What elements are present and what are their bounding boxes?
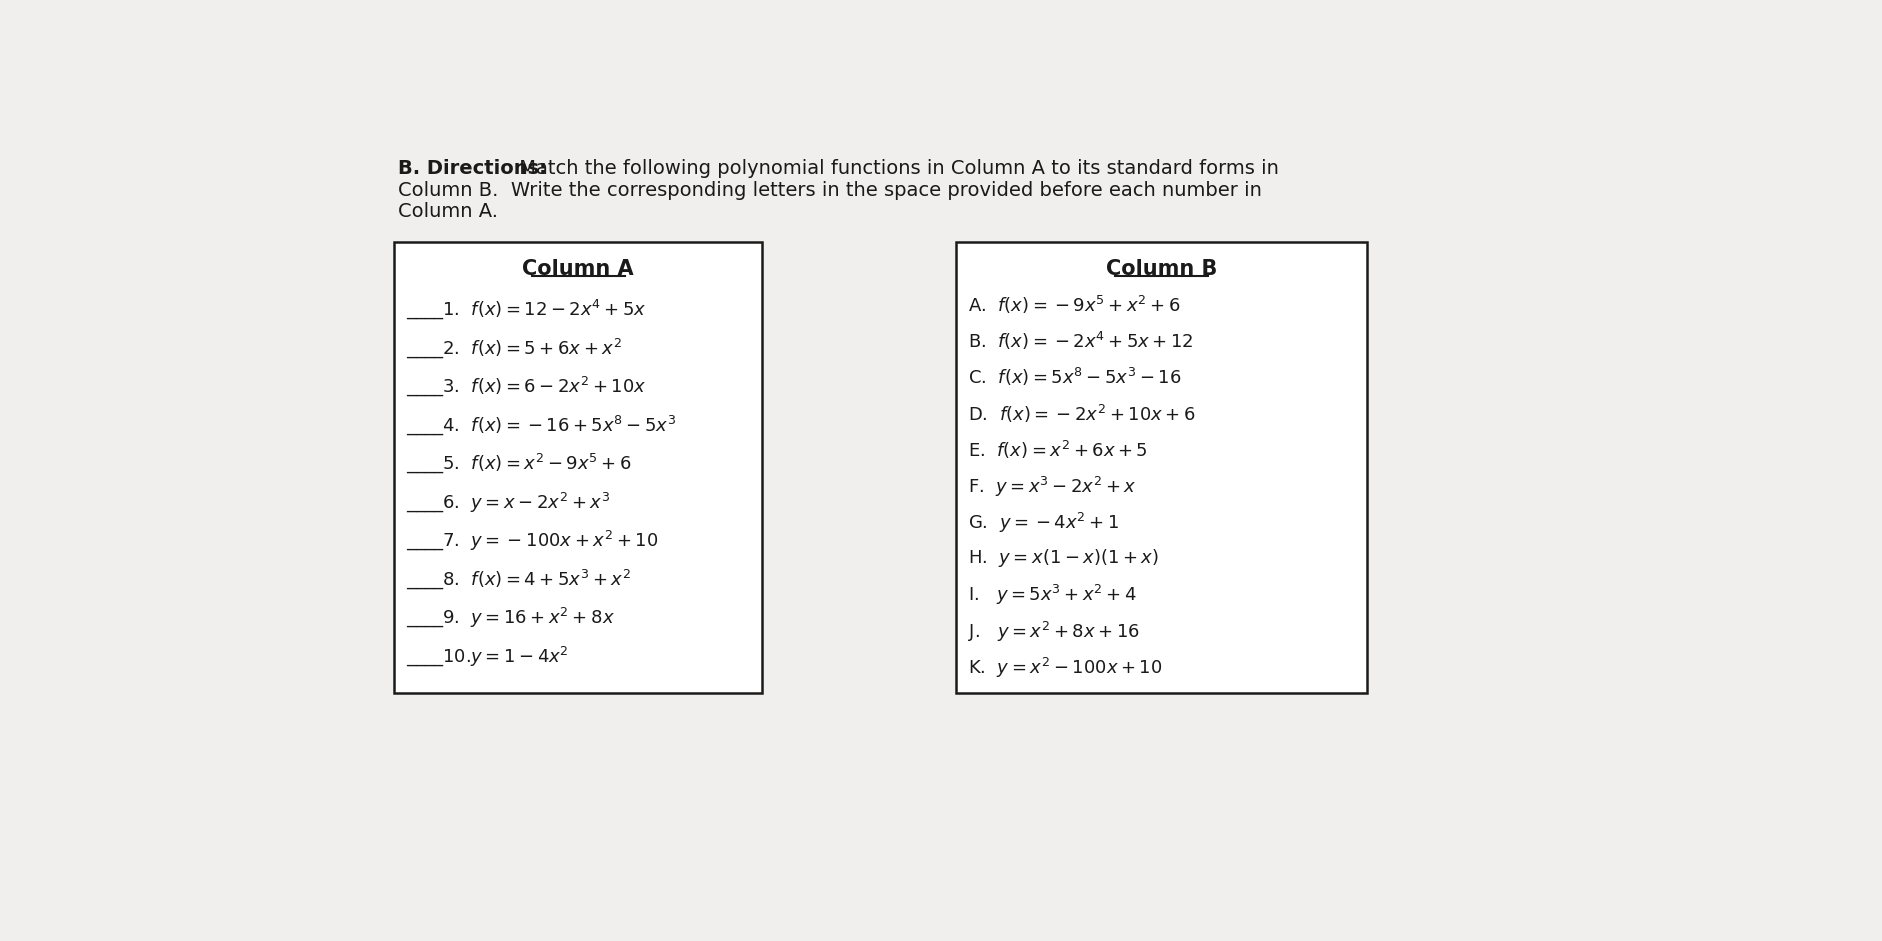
Text: Column B: Column B [1105, 259, 1216, 279]
Text: K.  $y = x^2 - 100x + 10$: K. $y = x^2 - 100x + 10$ [967, 656, 1161, 679]
Text: ____7.  $y = -100x + x^2 + 10$: ____7. $y = -100x + x^2 + 10$ [407, 529, 659, 552]
Text: H.  $y = x(1 - x)(1 + x)$: H. $y = x(1 - x)(1 + x)$ [967, 548, 1157, 569]
Text: B. Directions:: B. Directions: [397, 159, 546, 178]
Text: C.  $f(x) = 5x^8 - 5x^3 - 16$: C. $f(x) = 5x^8 - 5x^3 - 16$ [967, 366, 1180, 389]
Text: G.  $y = -4x^2 + 1$: G. $y = -4x^2 + 1$ [967, 511, 1118, 535]
Text: ____3.  $f(x) = 6 - 2x^2 + 10x$: ____3. $f(x) = 6 - 2x^2 + 10x$ [407, 375, 646, 398]
Text: J.   $y = x^2 + 8x + 16$: J. $y = x^2 + 8x + 16$ [967, 619, 1139, 644]
Text: I.   $y = 5x^3 + x^2 + 4$: I. $y = 5x^3 + x^2 + 4$ [967, 583, 1137, 608]
Text: A.  $f(x) = -9x^5 + x^2 + 6$: A. $f(x) = -9x^5 + x^2 + 6$ [967, 294, 1180, 316]
Text: ____1.  $f(x) = 12 - 2x^4 + 5x$: ____1. $f(x) = 12 - 2x^4 + 5x$ [407, 297, 646, 321]
Text: E.  $f(x) = x^2 + 6x + 5$: E. $f(x) = x^2 + 6x + 5$ [967, 439, 1146, 461]
Text: ____2.  $f(x) = 5 + 6x + x^2$: ____2. $f(x) = 5 + 6x + x^2$ [407, 336, 621, 359]
Text: ____10.$y = 1 - 4x^2$: ____10.$y = 1 - 4x^2$ [407, 645, 568, 668]
Text: ____4.  $f(x) = -16 + 5x^8 - 5x^3$: ____4. $f(x) = -16 + 5x^8 - 5x^3$ [407, 413, 676, 437]
Text: ____5.  $f(x) = x^2 - 9x^5 + 6$: ____5. $f(x) = x^2 - 9x^5 + 6$ [407, 452, 630, 475]
Text: Column A: Column A [521, 259, 634, 279]
Text: ____9.  $y = 16 + x^2 + 8x$: ____9. $y = 16 + x^2 + 8x$ [407, 606, 614, 630]
Text: Match the following polynomial functions in Column A to its standard forms in: Match the following polynomial functions… [512, 159, 1278, 178]
FancyBboxPatch shape [393, 242, 762, 693]
Text: Column A.: Column A. [397, 202, 499, 221]
Text: B.  $f(x) = -2x^4 + 5x + 12$: B. $f(x) = -2x^4 + 5x + 12$ [967, 330, 1193, 352]
FancyBboxPatch shape [956, 242, 1366, 693]
Text: F.  $y = x^3 - 2x^2 + x$: F. $y = x^3 - 2x^2 + x$ [967, 475, 1137, 499]
Text: ____6.  $y = x - 2x^2 + x^3$: ____6. $y = x - 2x^2 + x^3$ [407, 490, 610, 514]
Text: ____8.  $f(x) = 4 + 5x^3 + x^2$: ____8. $f(x) = 4 + 5x^3 + x^2$ [407, 567, 630, 591]
Text: D.  $f(x) = -2x^2 + 10x + 6$: D. $f(x) = -2x^2 + 10x + 6$ [967, 403, 1195, 424]
Text: Column B.  Write the corresponding letters in the space provided before each num: Column B. Write the corresponding letter… [397, 181, 1261, 199]
